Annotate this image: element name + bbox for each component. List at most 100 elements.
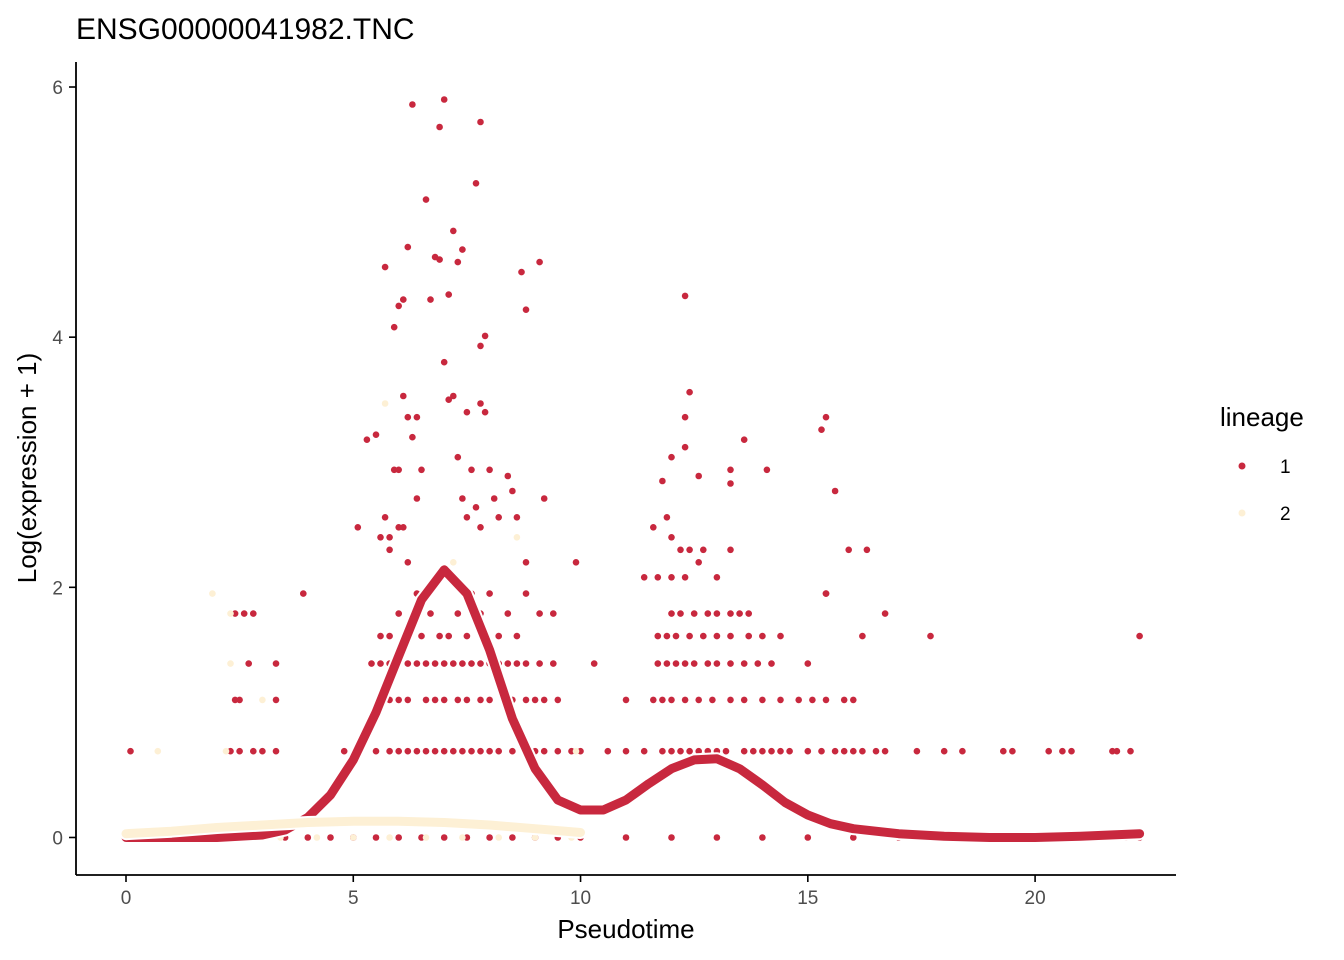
point-lineage-1-10 (236, 747, 243, 755)
point-lineage-1-147 (495, 747, 503, 755)
point-lineage-1-156 (622, 747, 630, 755)
point-lineage-1-238 (727, 610, 734, 617)
point-lineage-1-182 (959, 747, 966, 755)
x-ticks: 0 5 10 15 20 (121, 875, 1046, 909)
point-lineage-1-264 (727, 466, 734, 474)
point-lineage-1-174 (831, 747, 839, 755)
point-lineage-2-21 (531, 834, 539, 841)
point-lineage-1-70 (518, 268, 525, 276)
point-lineage-1-90 (495, 632, 503, 640)
point-lineage-1-62 (481, 408, 489, 416)
point-lineage-1-241 (881, 610, 889, 617)
curve-lineage-1 (121, 565, 1145, 842)
point-lineage-1-82 (427, 610, 434, 617)
point-lineage-1-107 (459, 660, 466, 667)
chart-title: ENSG00000041982.TNC (76, 13, 415, 46)
point-lineage-1-179 (881, 747, 889, 755)
point-lineage-1-64 (477, 524, 484, 531)
point-lineage-1-170 (777, 747, 784, 755)
legend-title: lineage (1220, 402, 1304, 432)
point-lineage-1-157 (640, 747, 648, 755)
point-lineage-1-104 (431, 660, 439, 667)
point-lineage-1-143 (459, 747, 466, 755)
point-lineage-1-165 (722, 747, 730, 755)
point-lineage-1-89 (486, 590, 493, 597)
point-lineage-1-162 (695, 747, 702, 755)
point-lineage-1-270 (831, 487, 839, 495)
point-lineage-1-206 (840, 696, 848, 704)
point-lineage-1-219 (804, 660, 812, 667)
point-lineage-1-125 (477, 696, 484, 704)
point-lineage-1-58 (477, 118, 484, 126)
point-lineage-1-134 (372, 747, 380, 755)
point-lineage-1-92 (513, 632, 521, 640)
point-lineage-2-6 (381, 400, 389, 407)
point-lineage-1-19 (377, 534, 384, 541)
point-lineage-1-234 (677, 610, 684, 617)
point-lineage-1-78 (395, 610, 403, 617)
point-lineage-1-18 (381, 514, 389, 521)
point-lineage-2-0 (154, 747, 162, 755)
point-lineage-1-259 (681, 413, 689, 421)
point-lineage-1-133 (340, 747, 348, 755)
point-lineage-1-272 (863, 546, 871, 554)
point-lineage-1-68 (504, 472, 512, 480)
point-lineage-1-161 (686, 747, 693, 755)
point-lineage-1-172 (804, 747, 812, 755)
point-lineage-1-105 (440, 660, 448, 667)
point-lineage-1-85 (454, 610, 462, 617)
point-lineage-2-9 (572, 747, 580, 755)
point-lineage-1-252 (663, 514, 671, 521)
point-lineage-1-250 (822, 590, 830, 597)
point-lineage-1-118 (395, 696, 403, 704)
point-lineage-1-1 (231, 610, 239, 617)
y-ticks: 0 2 4 6 (52, 78, 76, 849)
point-lineage-1-243 (654, 574, 662, 581)
point-lineage-1-198 (709, 696, 716, 704)
point-lineage-1-83 (436, 632, 443, 640)
point-lineage-1-265 (727, 480, 734, 487)
point-lineage-1-38 (413, 495, 421, 502)
x-tick-label-0: 0 (121, 888, 132, 909)
point-lineage-1-98 (377, 660, 384, 667)
point-lineage-1-229 (777, 632, 784, 640)
point-lineage-1-190 (1127, 747, 1134, 755)
point-lineage-1-21 (381, 263, 389, 271)
point-lineage-1-97 (368, 660, 375, 667)
point-lineage-1-294 (622, 834, 630, 841)
point-lineage-2-17 (386, 834, 393, 841)
point-lineage-1-112 (504, 660, 512, 667)
point-lineage-1-84 (445, 632, 453, 640)
point-lineage-1-208 (654, 660, 662, 667)
point-lineage-1-81 (418, 632, 425, 640)
point-lineage-1-122 (440, 696, 448, 704)
point-lineage-1-168 (759, 747, 766, 755)
point-lineage-1-224 (700, 632, 707, 640)
point-lineage-1-136 (395, 747, 403, 755)
y-tick-label-2: 2 (52, 578, 63, 599)
point-lineage-1-152 (554, 747, 562, 755)
curve-lineage-2 (121, 816, 585, 839)
point-lineage-1-203 (795, 696, 802, 704)
point-lineage-1-20 (386, 534, 393, 541)
point-lineage-1-108 (468, 660, 475, 667)
point-lineage-1-146 (486, 747, 493, 755)
legend: lineage 1 2 (1220, 402, 1304, 525)
point-lineage-1-59 (477, 342, 484, 350)
point-lineage-1-151 (540, 747, 548, 755)
point-lineage-1-281 (304, 834, 312, 841)
point-lineage-1-54 (463, 514, 471, 521)
point-lineage-1-130 (531, 696, 539, 704)
point-lineage-2-19 (459, 834, 466, 841)
point-lineage-1-63 (472, 504, 480, 511)
point-lineage-1-48 (445, 291, 453, 298)
y-tick-label-4: 4 (52, 328, 63, 349)
point-lineage-1-103 (422, 660, 430, 667)
point-lineage-1-101 (404, 660, 412, 667)
point-lineage-1-5 (272, 660, 280, 667)
point-lineage-1-176 (850, 747, 857, 755)
point-lineage-1-36 (400, 524, 407, 531)
point-lineage-1-158 (659, 747, 666, 755)
point-lineage-1-35 (395, 524, 403, 531)
point-lineage-1-51 (450, 392, 457, 400)
